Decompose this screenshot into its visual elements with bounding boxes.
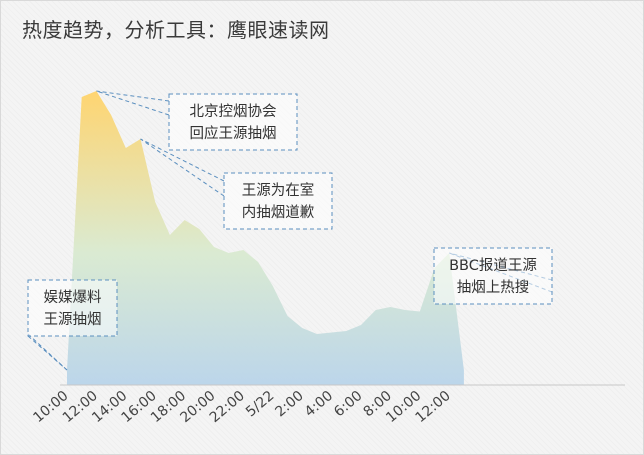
x-tick-label: 5/22 (243, 388, 277, 420)
area-series (67, 91, 464, 385)
callout-label: BBC报道王源 (449, 257, 537, 274)
x-tick-label: 2:00 (272, 388, 306, 420)
callout-label: 抽烟上热搜 (457, 279, 530, 296)
callout-leader-line (140, 138, 225, 197)
callout-label: 回应王源抽烟 (190, 124, 277, 142)
callout-label: 娱媒爆料 (44, 289, 102, 306)
callout-leader-line (96, 90, 170, 102)
callout-label: 内抽烟道歉 (242, 204, 315, 221)
callout-leader-line (140, 138, 225, 182)
callout-label: 王源为在室 (242, 182, 315, 199)
chart-title: 热度趋势，分析工具：鹰眼速读网 (22, 18, 330, 42)
callout-box (433, 247, 553, 305)
callout-box (27, 279, 118, 337)
callout-label: 王源抽烟 (44, 311, 102, 328)
x-tick-label: 6:00 (331, 388, 365, 420)
callout-box (168, 93, 298, 151)
callout-box (223, 172, 333, 230)
callout-leader-line (96, 90, 170, 116)
callout-label: 北京控烟协会 (190, 103, 277, 120)
callout-leader-line (27, 335, 68, 371)
x-tick-label: 4:00 (302, 388, 336, 420)
